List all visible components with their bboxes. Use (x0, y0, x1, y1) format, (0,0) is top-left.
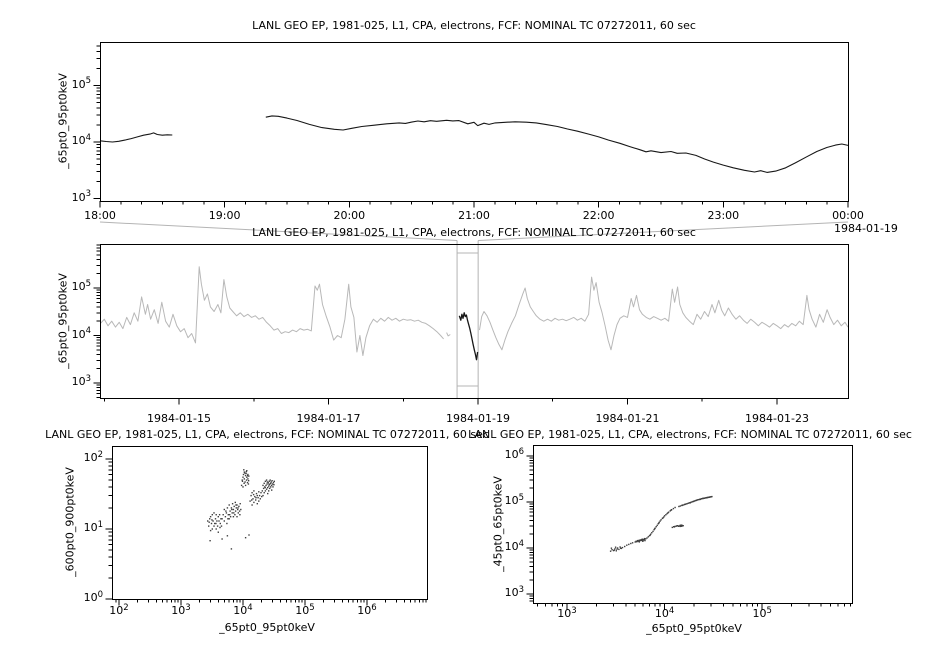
tick-label: 105 (71, 278, 91, 293)
axis-ticks-zoom-timeseries (93, 45, 849, 208)
plot-frame-scatter-45-65 (533, 445, 853, 604)
plot-frame-context-overview (100, 244, 849, 399)
plot-area-scatter-45-65[interactable] (533, 445, 852, 603)
tick-label: 105 (71, 75, 91, 91)
panel-title-scatter-right: LANL GEO EP, 1981-025, L1, CPA, electron… (468, 428, 912, 441)
tick-label: 22:00 (582, 209, 615, 222)
y-axis-label-scatter-left: _600pt0_900pt0keV (63, 467, 77, 577)
tick-label: 104 (504, 538, 524, 553)
panel-title-scatter-left: LANL GEO EP, 1981-025, L1, CPA, electron… (45, 428, 489, 441)
tick-label: 106 (504, 446, 524, 461)
plot-frame-scatter-600-900 (112, 446, 428, 600)
tick-label: 23:00 (707, 209, 740, 222)
axis-ticks-context-overview (93, 244, 778, 405)
tick-label: 103 (504, 584, 524, 599)
overview-connectors (99, 221, 849, 241)
y-axis-label-context: _65pt0_95pt0keV (56, 273, 70, 369)
tick-label: 106 (357, 602, 377, 618)
x-axis-label-scatter-left: _65pt0_95pt0keV (219, 621, 315, 634)
tick-label: 103 (71, 188, 91, 204)
tick-label: 00:00 (832, 209, 864, 222)
plot-area-zoom-timeseries[interactable] (100, 42, 848, 201)
tick-label: 1984-01-19 (446, 412, 510, 425)
tick-label: 103 (171, 602, 191, 618)
scatter-points-scatter-600-900 (207, 469, 275, 550)
x-axis-date-label: 1984-01-19 (834, 222, 898, 235)
tick-label: 1984-01-15 (147, 412, 211, 425)
tick-label: 102 (109, 602, 129, 618)
plot-area-scatter-600-900[interactable] (112, 446, 427, 599)
panel-title-context: LANL GEO EP, 1981-025, L1, CPA, electron… (252, 226, 696, 239)
x-axis-label-scatter-right: _65pt0_95pt0keV (646, 622, 742, 635)
tick-label: 102 (83, 449, 103, 464)
tick-label: 18:00 (84, 209, 116, 222)
tick-label: 20:00 (333, 209, 366, 222)
tick-label: 19:00 (208, 209, 241, 222)
tick-label: 105 (752, 605, 772, 621)
tick-label: 104 (71, 325, 91, 341)
series-context (100, 266, 849, 356)
tick-label: 103 (71, 373, 91, 388)
tick-label: 21:00 (458, 209, 490, 222)
plot-area-context-overview[interactable] (100, 244, 848, 398)
tick-label: 101 (83, 519, 103, 534)
tick-label: 1984-01-17 (296, 412, 361, 425)
tick-label: 104 (71, 132, 91, 147)
tick-label: 104 (654, 605, 675, 621)
scatter-points-scatter-45-65 (609, 495, 713, 552)
tick-label: 105 (295, 602, 315, 618)
y-axis-label-scatter-right: _45pt0_65pt0keV (491, 476, 505, 572)
axis-ticks-scatter-45-65 (526, 455, 851, 610)
y-axis-label-zoom: _65pt0_95pt0keV (56, 73, 70, 169)
panel-title-zoom: LANL GEO EP, 1981-025, L1, CPA, electron… (252, 19, 696, 32)
tick-label: 105 (504, 492, 524, 507)
tick-label: 104 (233, 602, 253, 618)
series-_65pt0_95pt0keV (99, 115, 849, 173)
tick-label: 1984-01-21 (595, 412, 660, 425)
series-highlighted-interval (458, 312, 479, 361)
axis-ticks-scatter-600-900 (105, 458, 427, 606)
tick-label: 1984-01-23 (745, 412, 809, 425)
tick-label: 103 (557, 605, 577, 621)
zoom-range-box[interactable] (456, 240, 479, 399)
tick-label: 100 (83, 589, 103, 604)
